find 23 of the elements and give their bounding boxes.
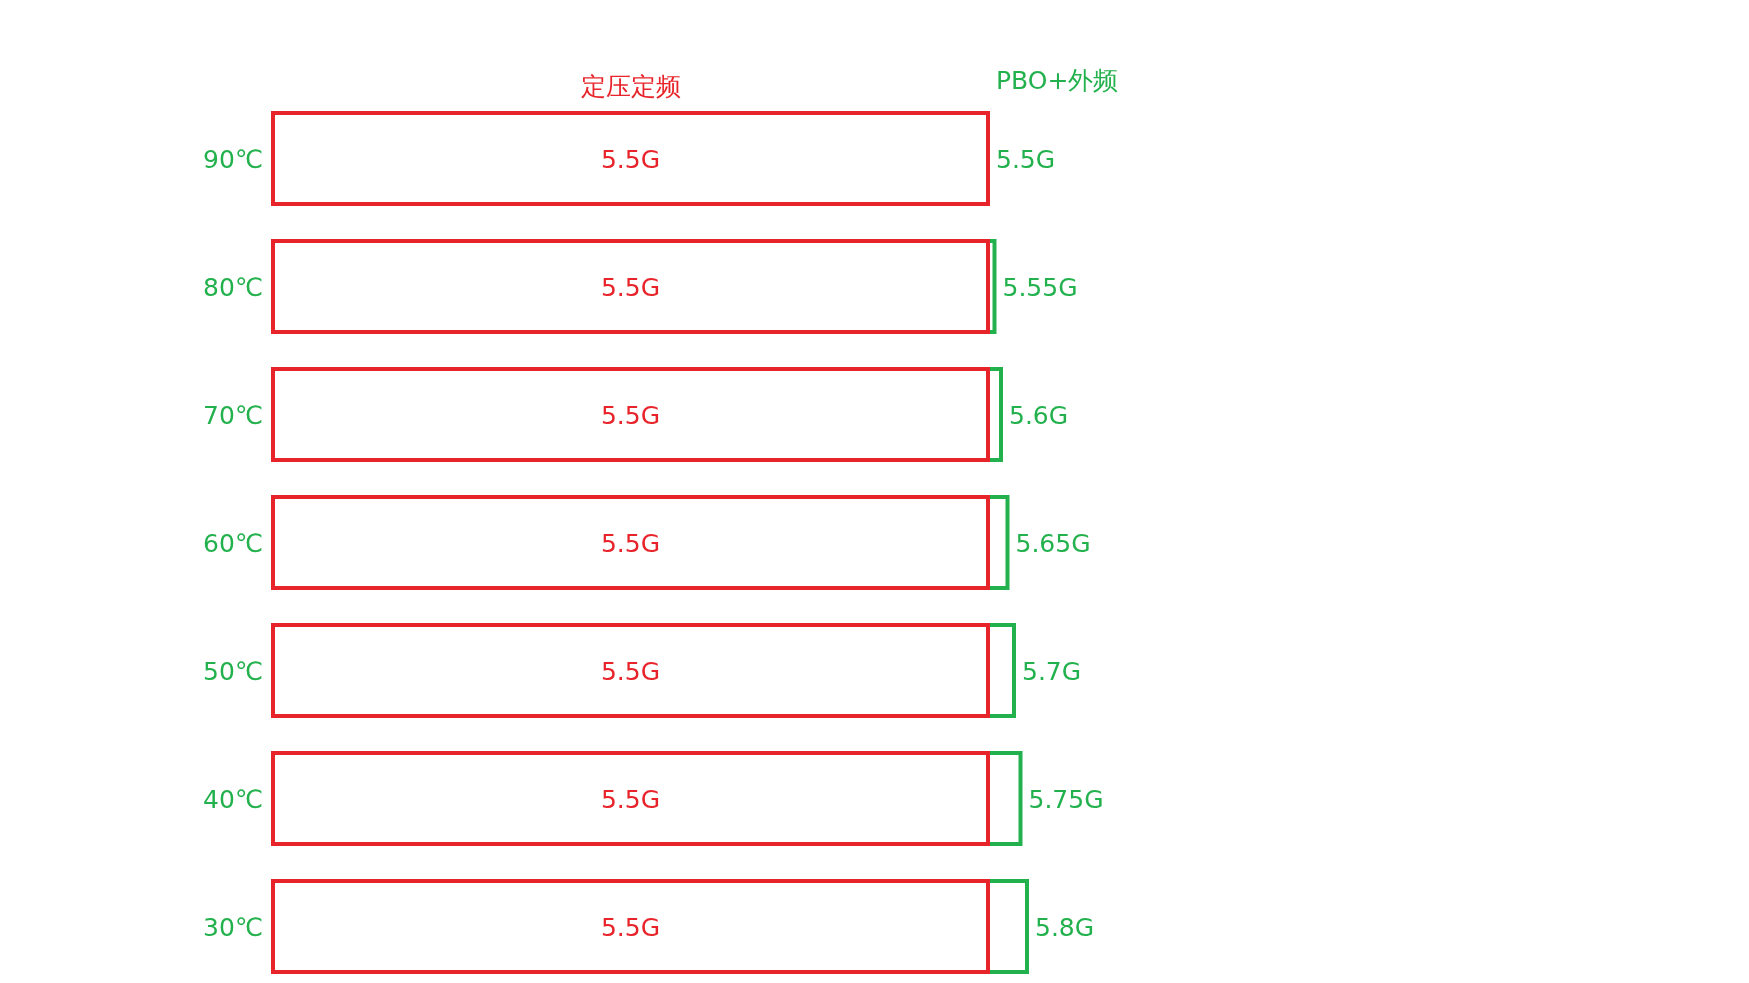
- value-label: 5.75G: [1028, 784, 1104, 814]
- series-name: 定压定频: [580, 72, 681, 101]
- value-label: 5.5G: [600, 656, 661, 686]
- value-label: 5.55G: [1002, 272, 1078, 302]
- value-label: 5.6G: [1009, 400, 1069, 430]
- value-label: 5.7G: [1022, 656, 1082, 686]
- value-label: 5.5G: [996, 144, 1056, 174]
- value-label: 5.5G: [600, 528, 661, 558]
- category-label: 50℃: [203, 656, 263, 686]
- value-label: 5.5G: [600, 144, 661, 174]
- category-label: 40℃: [203, 784, 263, 814]
- category-label: 90℃: [203, 144, 263, 174]
- value-label: 5.5G: [600, 272, 661, 302]
- value-label: 5.65G: [1015, 528, 1091, 558]
- value-label: 5.5G: [600, 912, 661, 942]
- value-label: 5.5G: [600, 400, 661, 430]
- category-label: 30℃: [203, 912, 263, 942]
- value-label: 5.5G: [600, 784, 661, 814]
- category-label: 70℃: [203, 400, 263, 430]
- category-label: 60℃: [203, 528, 263, 558]
- value-label: 5.8G: [1035, 912, 1095, 942]
- category-label: 80℃: [203, 272, 263, 302]
- series-name: PBO+外频: [996, 66, 1119, 95]
